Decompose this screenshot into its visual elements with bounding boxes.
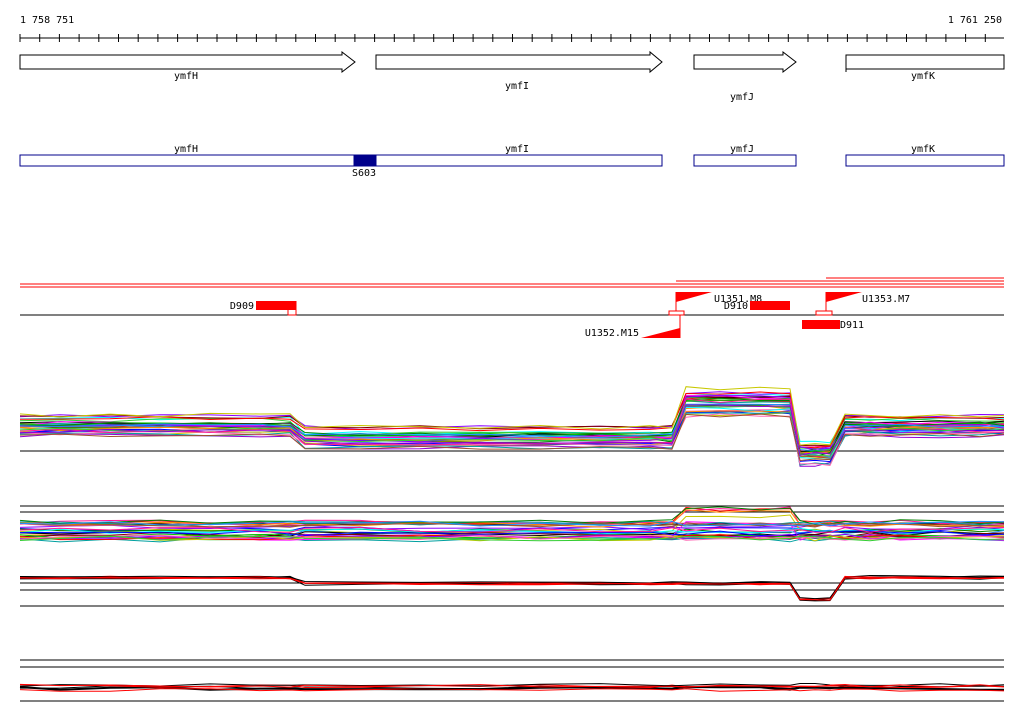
region-box-ymfj[interactable] bbox=[693, 154, 797, 167]
feature-d910[interactable]: D910 bbox=[724, 301, 790, 312]
end-coordinate: 1 761 250 bbox=[948, 15, 1002, 26]
gene-ymfj[interactable]: ymfJ bbox=[693, 50, 797, 103]
expression-profiles bbox=[19, 506, 1005, 543]
feature-u1352-m15[interactable]: U1352.M15 bbox=[585, 315, 681, 339]
feature-d911[interactable]: D911 bbox=[802, 320, 864, 331]
expression-panel-3 bbox=[19, 574, 1005, 607]
feature-label: U1352.M15 bbox=[585, 328, 639, 339]
gene-track: ymfH ymfI ymfJ ymfK bbox=[19, 50, 1005, 103]
feature-label: U1353.M7 bbox=[862, 294, 910, 305]
feature-u1353-m7[interactable]: U1353.M7 bbox=[815, 292, 910, 316]
feature-d909[interactable]: D909 bbox=[230, 301, 297, 316]
region-box-ymfh[interactable] bbox=[19, 154, 357, 167]
expression-panel-2 bbox=[19, 505, 1005, 543]
region-s603[interactable] bbox=[353, 154, 377, 167]
expression-panel-1 bbox=[19, 386, 1005, 467]
region-label: ymfI bbox=[505, 144, 529, 155]
feature-label: D910 bbox=[724, 301, 748, 312]
gene-ymfk[interactable]: ymfK bbox=[845, 54, 1005, 82]
ruler-ticks bbox=[19, 34, 986, 42]
expression-profiles bbox=[19, 683, 1005, 692]
gene-label: ymfK bbox=[911, 71, 935, 82]
feature-label: U1351.M8 bbox=[714, 294, 762, 305]
feature-label: D911 bbox=[840, 320, 864, 331]
region-s603-label: S603 bbox=[352, 168, 376, 179]
region-box-ymfi[interactable] bbox=[375, 154, 663, 167]
expression-profiles bbox=[19, 386, 1005, 467]
feature-track: D909 U1351.M8 D910 U1352.M15 U1353.M7 D9… bbox=[20, 277, 1004, 339]
gene-ymfh[interactable]: ymfH bbox=[19, 50, 356, 82]
gene-label: ymfH bbox=[174, 71, 198, 82]
gene-ymfi[interactable]: ymfI bbox=[375, 50, 663, 92]
region-track: ymfH ymfI ymfJ ymfK S603 bbox=[19, 144, 1005, 179]
region-label: ymfH bbox=[174, 144, 198, 155]
start-coordinate: 1 758 751 bbox=[20, 15, 74, 26]
region-box-ymfk[interactable] bbox=[845, 154, 1005, 167]
region-label: ymfJ bbox=[730, 144, 754, 155]
region-label: ymfK bbox=[911, 144, 935, 155]
coordinate-ruler: 1 758 751 1 761 250 bbox=[19, 15, 1004, 42]
feature-u1351-m8[interactable]: U1351.M8 bbox=[668, 292, 762, 316]
expression-profiles bbox=[19, 574, 1005, 602]
expression-panel-4 bbox=[19, 659, 1005, 702]
feature-label: D909 bbox=[230, 301, 254, 312]
gene-label: ymfI bbox=[505, 81, 529, 92]
gene-label: ymfJ bbox=[730, 92, 754, 103]
